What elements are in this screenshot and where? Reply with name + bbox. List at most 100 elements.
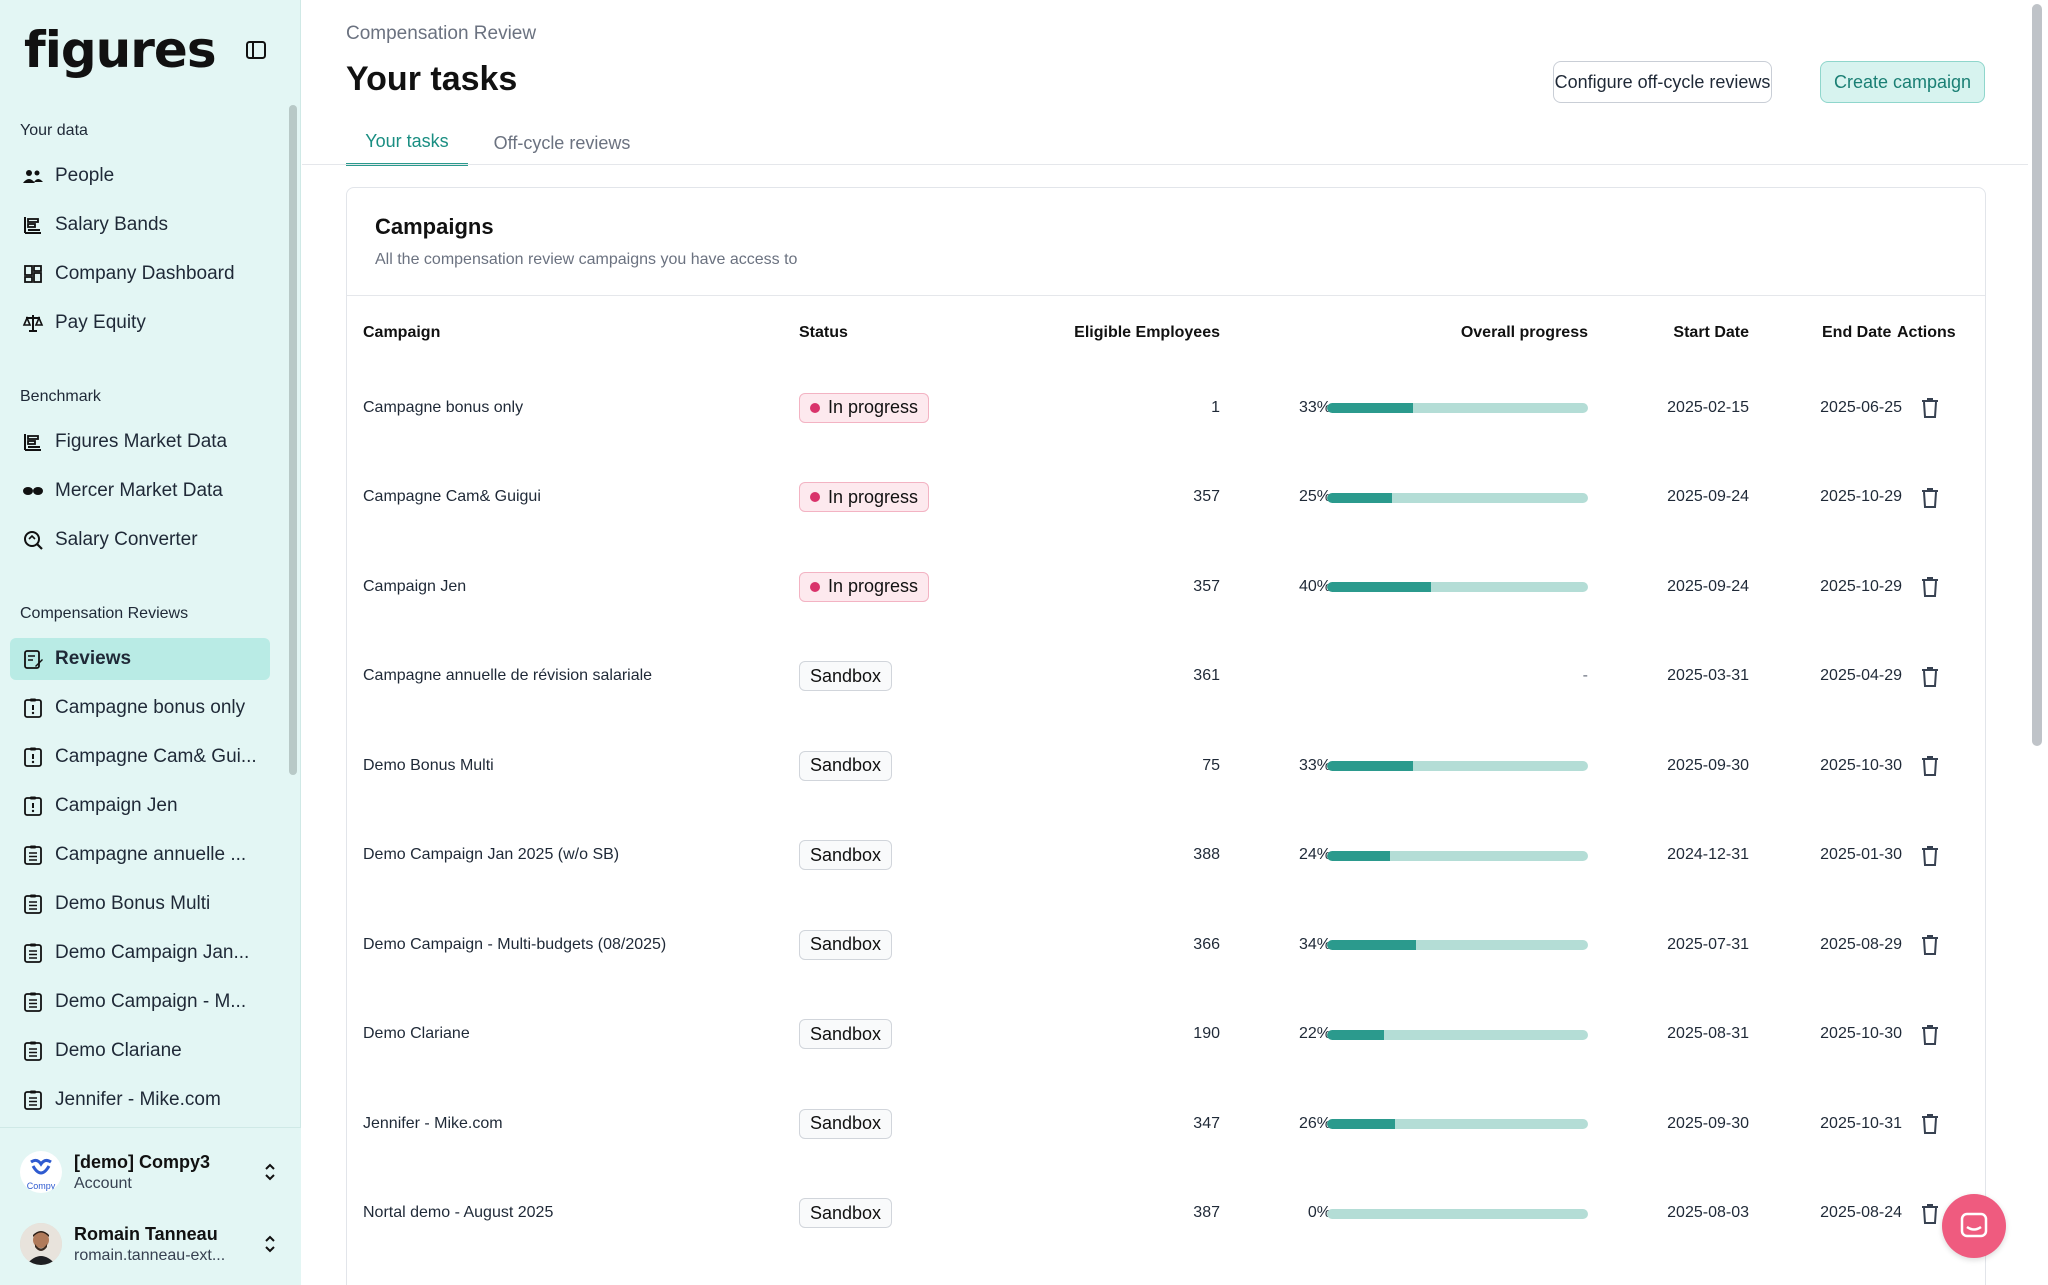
figures-logo[interactable]: figures (24, 21, 217, 79)
trash-icon[interactable] (1917, 1111, 1943, 1137)
sidebar-item-jennifer-mike-com[interactable]: Jennifer - Mike.com (10, 1079, 270, 1121)
account-switcher[interactable]: Compy [demo] Compy3 Account (20, 1146, 290, 1198)
campaign-name[interactable]: Campagne bonus only (363, 398, 524, 416)
chevron-up-down-icon[interactable] (260, 1160, 280, 1184)
sidebar-item-demo-bonus-multi[interactable]: Demo Bonus Multi (10, 883, 270, 925)
tab-your-tasks[interactable]: Your tasks (346, 120, 468, 166)
table-row[interactable]: Demo Campaign Jan 2025 (w/o SB) Sandbox 38… (347, 811, 1985, 900)
trash-icon[interactable] (1917, 664, 1943, 690)
campaigns-card: Campaigns All the compensation review ca… (346, 187, 1986, 1285)
create-campaign-button[interactable]: Create campaign (1820, 61, 1985, 103)
user-menu[interactable]: Romain Tanneau romain.tanneau-ext... (20, 1218, 290, 1270)
campaign-name[interactable]: Jennifer - Mike.com (363, 1114, 503, 1132)
logo-row: figures (24, 22, 279, 78)
page-scrollbar[interactable] (2028, 0, 2048, 1285)
dashboard-icon (22, 263, 44, 285)
status-cell: Sandbox (799, 900, 893, 989)
sidebar-item-figures-market-data[interactable]: Figures Market Data (10, 421, 270, 463)
campaign-name[interactable]: Demo Campaign Jan 2025 (w/o SB) (363, 846, 620, 863)
account-area: Compy [demo] Compy3 Account (0, 1127, 301, 1285)
sidebar-item-demo-clariane[interactable]: Demo Clariane (10, 1030, 270, 1072)
sidebar-item-salary-bands[interactable]: Salary Bands (10, 204, 270, 246)
progress-bar-fill (1327, 940, 1416, 950)
trash-icon[interactable] (1917, 1201, 1943, 1227)
campaign-name[interactable]: Nortal demo - August 2025 (363, 1204, 554, 1221)
campaign-name[interactable]: Campagne Cam& Guigui (363, 488, 541, 505)
trash-icon[interactable] (1917, 753, 1943, 779)
sidebar-scrollbar[interactable] (286, 105, 298, 1125)
page-scrollbar-thumb[interactable] (2032, 4, 2042, 746)
sidebar-item-campagne-bonus-only[interactable]: Campagne bonus only (10, 687, 270, 729)
sidebar-item-label: Demo Clariane (55, 1040, 182, 1061)
sidebar-item-demo-campaign-m[interactable]: Demo Campaign - M... (10, 981, 270, 1023)
chevron-up-down-icon[interactable] (260, 1232, 280, 1256)
card-title: Campaigns (375, 214, 494, 239)
trash-icon[interactable] (1917, 485, 1943, 511)
sidebar-item-label: Mercer Market Data (55, 480, 223, 501)
table-row[interactable]: Demo Campaign - Multi-budgets (08/2025) S… (347, 900, 1985, 989)
campaign-name[interactable]: Campagne annuelle de révision salariale (363, 667, 653, 684)
sidebar-item-campaign-jen[interactable]: Campaign Jen (10, 785, 270, 827)
card-divider (347, 295, 1985, 296)
progress-bar-fill (1327, 1119, 1395, 1129)
column-header-status[interactable]: Status (799, 324, 848, 341)
main-content: Compensation Review Your tasks Configure… (302, 0, 2028, 1285)
configure-off-cycle-button[interactable]: Configure off-cycle reviews (1553, 61, 1772, 103)
table-row[interactable]: Campagne bonus only In progress 1 33% 2025-0… (347, 363, 1985, 452)
progress-bar (1327, 940, 1588, 950)
sidebar-section-title: Compensation Reviews (20, 605, 189, 622)
sidebar-item-label: Demo Bonus Multi (55, 893, 211, 914)
tab-off-cycle-reviews[interactable]: Off-cycle reviews (493, 132, 631, 153)
sidebar-item-salary-converter[interactable]: Salary Converter (10, 519, 270, 561)
progress-bar-fill (1327, 403, 1414, 413)
table-row[interactable]: Campagne Cam& Guigui In progress 357 25% 202… (347, 453, 1985, 542)
sidebar-item-label: Salary Bands (55, 214, 169, 235)
sidebar-item-label: Campaign Jen (55, 795, 178, 816)
account-text: [demo] Compy3 Account (74, 1152, 260, 1193)
campaign-name[interactable]: Demo Campaign - Multi-budgets (08/2025) (363, 935, 667, 953)
trash-icon[interactable] (1917, 843, 1943, 869)
eligible-employees: 75 (1202, 756, 1220, 774)
campaign-name[interactable]: Campaign Jen (363, 577, 467, 595)
sidebar-item-pay-equity[interactable]: Pay Equity (10, 302, 270, 344)
eligible-employees: 361 (1193, 667, 1220, 684)
start-date: 2025-09-30 (1667, 1114, 1749, 1132)
trash-icon[interactable] (1917, 932, 1943, 958)
user-text: Romain Tanneau romain.tanneau-ext... (74, 1224, 260, 1265)
table-row[interactable]: Campagne annuelle de révision salariale S… (347, 632, 1985, 721)
table-row[interactable]: Demo Clariane Sandbox 190 22% 2025-08-31 2025… (347, 990, 1985, 1079)
sidebar-item-demo-campaign-jan[interactable]: Demo Campaign Jan... (10, 932, 270, 974)
breadcrumb[interactable]: Compensation Review (346, 23, 537, 44)
trash-icon[interactable] (1917, 395, 1943, 421)
status-label: Sandbox (810, 1202, 882, 1223)
eligible-employees: 1 (1211, 398, 1220, 416)
sidebar-item-mercer-market-data[interactable]: Mercer Market Data (10, 470, 270, 512)
table-row[interactable]: Campaign Jen In progress 357 40% 2025-09-24 2… (347, 542, 1985, 631)
status-label: In progress (828, 486, 919, 507)
sidebar-item-campagne-annuelle[interactable]: Campagne annuelle ... (10, 834, 270, 876)
user-avatar (20, 1223, 62, 1265)
column-header-start-date[interactable]: Start Date (1673, 324, 1749, 341)
sidebar-item-campagne-cam-gui[interactable]: Campagne Cam& Gui... (10, 736, 270, 778)
chat-support-icon[interactable] (1942, 1194, 2006, 1258)
sidebar-item-people[interactable]: People (10, 155, 270, 197)
column-header-eligible[interactable]: Eligible Employees (1074, 324, 1220, 341)
status-label: Sandbox (810, 844, 882, 865)
table-row[interactable]: Jennifer - Mike.com Sandbox 347 26% 2025-09-… (347, 1079, 1985, 1168)
campaign-name[interactable]: Demo Bonus Multi (363, 756, 494, 774)
column-header-end-date[interactable]: End Date (1822, 324, 1892, 341)
trash-icon[interactable] (1917, 574, 1943, 600)
trash-icon[interactable] (1917, 1022, 1943, 1048)
sidebar-item-reviews[interactable]: Reviews (10, 638, 270, 680)
column-header-campaign[interactable]: Campaign (363, 324, 441, 341)
sidebar-scrollbar-thumb[interactable] (289, 105, 297, 775)
campaign-name[interactable]: Demo Clariane (363, 1025, 470, 1042)
start-date: 2025-03-31 (1667, 667, 1749, 684)
sidebar-toggle-icon[interactable] (241, 35, 271, 65)
table-row[interactable]: Demo Bonus Multi Sandbox 75 33% 2025-09-30 20… (347, 721, 1985, 810)
column-header-progress[interactable]: Overall progress (1460, 324, 1588, 341)
sidebar-item-company-dashboard[interactable]: Company Dashboard (10, 253, 270, 295)
status-badge: Sandbox (799, 929, 893, 960)
table-row[interactable]: Nortal demo - August 2025 Sandbox 387 0% 202… (347, 1169, 1985, 1258)
status-badge: Sandbox (799, 1019, 893, 1049)
